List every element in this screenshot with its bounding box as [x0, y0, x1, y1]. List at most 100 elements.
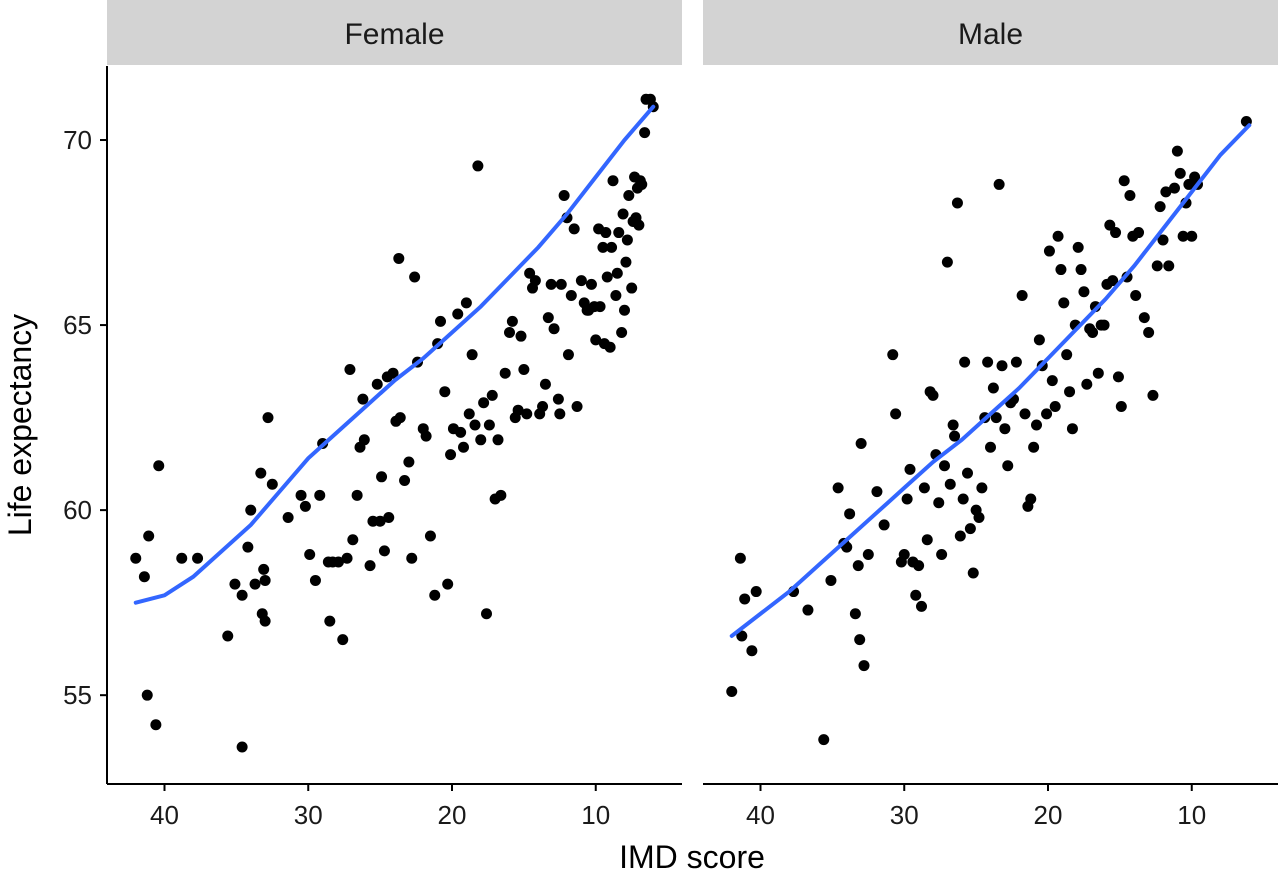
strip-male-label: Male	[958, 18, 1023, 51]
female-point-66	[445, 449, 457, 461]
male-point-79	[1055, 264, 1067, 276]
female-point-98	[542, 312, 554, 324]
male-point-82	[1064, 386, 1076, 398]
female-point-35	[344, 363, 356, 375]
strip-female-label: Female	[344, 18, 444, 51]
x-axis-female: 40 30 20 10	[107, 783, 682, 830]
male-point-9	[825, 574, 837, 586]
female-point-96	[537, 400, 549, 412]
female-point-97	[539, 378, 551, 390]
female-point-46	[378, 545, 390, 557]
female-point-99	[545, 278, 557, 290]
female-point-16	[258, 563, 270, 575]
female-point-45	[376, 471, 388, 483]
female-smooth-line	[133, 104, 656, 605]
male-point-16	[854, 634, 866, 646]
female-point-131	[619, 304, 630, 316]
female-point-44	[374, 515, 386, 527]
female-point-82	[492, 434, 504, 446]
male-point-42	[947, 419, 959, 431]
female-point-128	[613, 227, 625, 239]
male-point-71	[1031, 419, 1042, 431]
female-point-108	[568, 223, 580, 235]
male-point-55	[982, 356, 994, 368]
male-point-40	[941, 256, 953, 268]
male-point-61	[999, 423, 1011, 435]
female-point-22	[282, 512, 294, 524]
female-point-80	[486, 389, 498, 401]
male-point-1	[734, 552, 746, 564]
female-point-135	[626, 282, 638, 294]
female-point-55	[406, 552, 418, 564]
male-point-100	[1115, 400, 1127, 412]
female-point-88	[512, 404, 524, 416]
female-point-14	[249, 578, 261, 590]
male-point-65	[1010, 356, 1022, 368]
male-point-43	[949, 430, 961, 442]
male-point-98	[1110, 227, 1122, 239]
male-smooth-line	[729, 123, 1252, 638]
female-point-27	[314, 489, 326, 501]
male-point-67	[1019, 408, 1031, 420]
female-point-10	[236, 589, 248, 601]
female-point-94	[529, 275, 541, 287]
strip-male: Male	[703, 0, 1278, 65]
male-point-14	[849, 608, 861, 620]
female-point-24	[299, 500, 311, 512]
male-point-60	[996, 360, 1008, 372]
female-point-101	[552, 393, 564, 405]
male-point-59	[993, 178, 1005, 190]
male-point-2	[736, 630, 748, 642]
female-point-102	[554, 408, 566, 420]
female-point-19	[259, 615, 271, 627]
male-point-50	[967, 567, 979, 579]
male-point-39	[939, 460, 950, 472]
male-point-44	[951, 197, 963, 209]
female-point-37	[351, 489, 363, 501]
male-point-47	[959, 356, 971, 368]
male-point-38	[936, 549, 948, 561]
female-point-7	[192, 552, 204, 564]
female-point-1	[138, 571, 150, 583]
female-point-49	[387, 367, 399, 379]
male-point-99	[1112, 371, 1124, 383]
male-point-109	[1147, 389, 1159, 401]
x-axis-title: IMD score	[619, 839, 765, 875]
female-point-143	[639, 127, 651, 139]
female-point-83	[495, 489, 507, 501]
female-point-79	[483, 419, 495, 431]
female-point-64	[439, 386, 451, 398]
male-point-46	[957, 493, 969, 505]
male-point-112	[1157, 234, 1169, 246]
male-point-90	[1087, 326, 1099, 338]
female-point-85	[504, 326, 515, 338]
male-point-81	[1061, 349, 1073, 361]
male-point-110	[1151, 260, 1163, 272]
female-point-109	[571, 400, 583, 412]
male-point-21	[878, 519, 890, 531]
strip-female-bg	[107, 0, 682, 65]
male-point-35	[927, 389, 939, 401]
male-point-97	[1107, 275, 1119, 287]
male-point-33	[921, 534, 933, 546]
female-point-23	[295, 489, 307, 501]
male-point-0	[726, 685, 738, 697]
male-point-103	[1124, 190, 1136, 202]
strip-male-bg	[703, 0, 1278, 65]
female-point-129	[616, 326, 628, 338]
female-point-39	[357, 393, 369, 405]
female-point-61	[429, 589, 441, 601]
male-point-94	[1098, 319, 1110, 331]
male-point-70	[1028, 441, 1040, 453]
female-x-tick-label-10: 10	[581, 800, 610, 830]
female-point-107	[565, 289, 577, 301]
male-point-83	[1066, 423, 1078, 435]
male-point-86	[1075, 264, 1087, 276]
female-point-86	[506, 315, 518, 327]
female-point-124	[606, 241, 618, 253]
female-point-56	[409, 271, 421, 283]
male-point-96	[1104, 219, 1116, 231]
male-point-88	[1081, 378, 1093, 390]
female-point-121	[600, 227, 612, 239]
female-point-51	[393, 252, 405, 264]
